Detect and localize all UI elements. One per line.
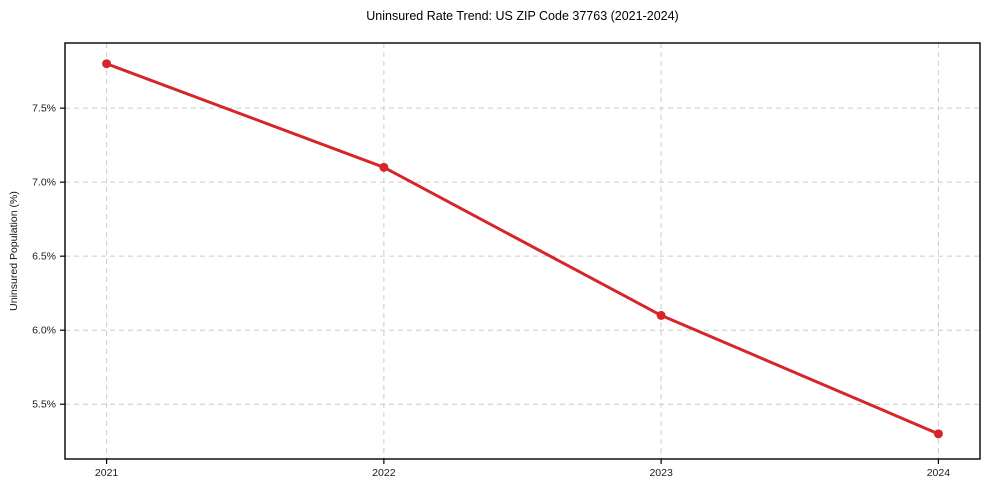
plot-border	[64, 42, 981, 460]
trend-line	[105, 62, 940, 436]
data-point-2021	[102, 59, 112, 69]
x-tick-label: 2022	[372, 467, 396, 479]
data-point-2023	[656, 310, 666, 320]
x-tick-label: 2024	[927, 467, 951, 479]
chart-title: Uninsured Rate Trend: US ZIP Code 37763 …	[366, 9, 679, 23]
data-point-2022	[379, 162, 389, 172]
y-tick-label: 7.5%	[32, 103, 56, 115]
data-point-2024	[933, 429, 943, 439]
x-tick-label: 2021	[95, 467, 119, 479]
y-tick-label: 6.0%	[32, 325, 56, 337]
x-tick-label: 2023	[649, 467, 673, 479]
y-tick-label: 7.0%	[32, 177, 56, 189]
y-tick-label: 6.5%	[32, 251, 56, 263]
y-tick-label: 5.5%	[32, 399, 56, 411]
